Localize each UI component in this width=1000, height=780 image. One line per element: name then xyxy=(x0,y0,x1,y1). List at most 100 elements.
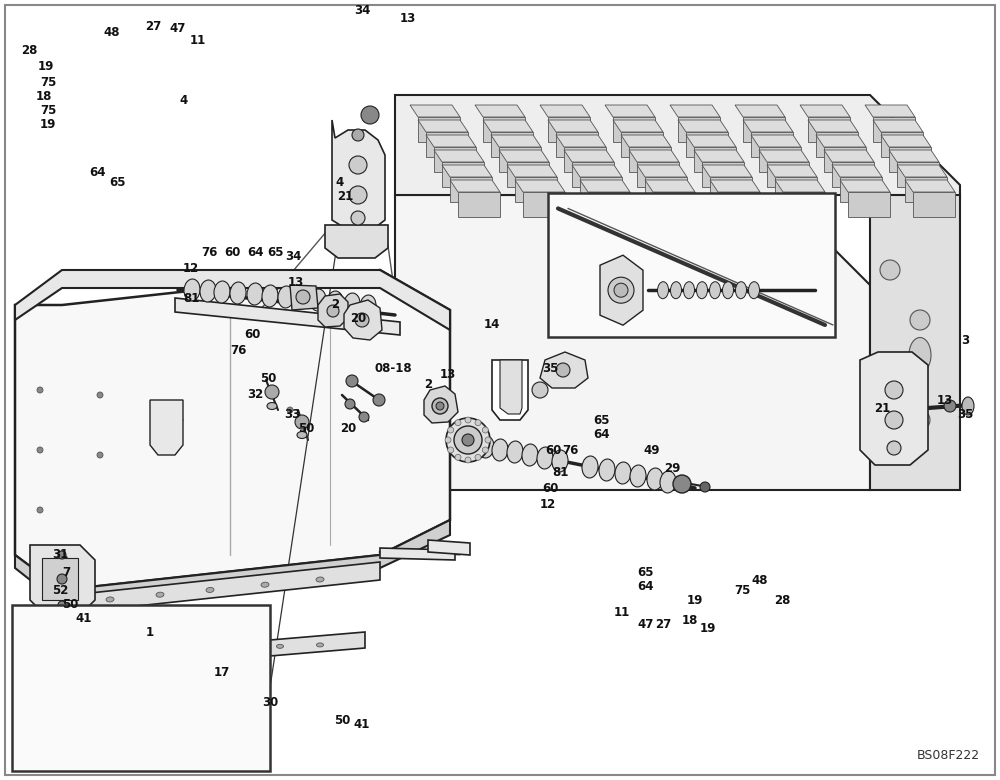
Text: 76: 76 xyxy=(562,444,578,456)
Text: 65: 65 xyxy=(637,566,653,579)
Polygon shape xyxy=(743,120,793,132)
Polygon shape xyxy=(418,117,460,142)
Text: 11: 11 xyxy=(614,605,630,619)
Circle shape xyxy=(355,313,369,327)
Polygon shape xyxy=(475,105,525,117)
Polygon shape xyxy=(499,147,541,172)
Ellipse shape xyxy=(327,291,343,313)
Ellipse shape xyxy=(200,280,216,302)
Text: 4: 4 xyxy=(180,94,188,107)
Text: 41: 41 xyxy=(76,612,92,625)
Polygon shape xyxy=(860,352,928,465)
Circle shape xyxy=(58,551,66,559)
Polygon shape xyxy=(905,180,955,192)
Polygon shape xyxy=(515,180,565,192)
Circle shape xyxy=(373,394,385,406)
Text: 19: 19 xyxy=(38,61,54,73)
Text: 18: 18 xyxy=(36,90,52,104)
Polygon shape xyxy=(395,195,870,490)
Polygon shape xyxy=(670,105,720,117)
Polygon shape xyxy=(600,255,643,325)
Circle shape xyxy=(265,385,279,399)
Text: 60: 60 xyxy=(244,328,260,342)
Circle shape xyxy=(58,601,66,609)
Polygon shape xyxy=(424,386,458,423)
Bar xyxy=(12,604,270,771)
Circle shape xyxy=(885,381,903,399)
Ellipse shape xyxy=(909,338,931,373)
Circle shape xyxy=(97,392,103,398)
Circle shape xyxy=(485,437,491,443)
Polygon shape xyxy=(824,150,874,162)
Ellipse shape xyxy=(207,647,214,651)
Polygon shape xyxy=(889,147,931,172)
Circle shape xyxy=(880,260,900,280)
Polygon shape xyxy=(515,177,557,202)
Polygon shape xyxy=(548,120,598,132)
Circle shape xyxy=(349,186,367,204)
Polygon shape xyxy=(743,117,785,142)
Text: 17: 17 xyxy=(214,665,230,679)
Text: BS08F222: BS08F222 xyxy=(917,749,980,762)
Text: 21: 21 xyxy=(337,190,353,203)
Ellipse shape xyxy=(582,456,598,478)
Polygon shape xyxy=(442,162,484,187)
Circle shape xyxy=(482,447,488,453)
Polygon shape xyxy=(629,147,671,172)
Ellipse shape xyxy=(657,282,669,299)
Polygon shape xyxy=(483,117,525,142)
Ellipse shape xyxy=(683,282,695,299)
Polygon shape xyxy=(889,150,939,162)
Polygon shape xyxy=(881,135,931,147)
Ellipse shape xyxy=(316,643,324,647)
Text: 60: 60 xyxy=(224,246,240,258)
Text: 28: 28 xyxy=(21,44,37,56)
Ellipse shape xyxy=(464,433,480,455)
Polygon shape xyxy=(15,270,450,590)
Polygon shape xyxy=(613,117,655,142)
Polygon shape xyxy=(645,177,687,202)
Circle shape xyxy=(448,447,454,453)
Polygon shape xyxy=(873,120,923,132)
Text: 20: 20 xyxy=(340,421,356,434)
Ellipse shape xyxy=(492,439,508,461)
Text: 47: 47 xyxy=(170,22,186,34)
Ellipse shape xyxy=(615,462,631,484)
Polygon shape xyxy=(442,165,492,177)
Text: 31: 31 xyxy=(52,548,68,562)
Polygon shape xyxy=(426,135,476,147)
Ellipse shape xyxy=(184,279,200,301)
Ellipse shape xyxy=(156,592,164,597)
Polygon shape xyxy=(325,225,388,258)
Circle shape xyxy=(37,447,43,453)
Text: 21: 21 xyxy=(874,402,890,414)
Polygon shape xyxy=(637,162,679,187)
Text: 12: 12 xyxy=(540,498,556,512)
Polygon shape xyxy=(556,132,598,157)
Text: 41: 41 xyxy=(354,718,370,732)
Text: 47: 47 xyxy=(638,619,654,632)
Polygon shape xyxy=(332,120,385,230)
Polygon shape xyxy=(759,150,809,162)
Text: 75: 75 xyxy=(40,104,56,116)
Text: 08-18: 08-18 xyxy=(374,361,412,374)
Circle shape xyxy=(880,360,900,380)
Polygon shape xyxy=(564,150,614,162)
Polygon shape xyxy=(572,162,614,187)
Polygon shape xyxy=(816,132,858,157)
Circle shape xyxy=(455,420,461,426)
Polygon shape xyxy=(735,105,785,117)
Text: 27: 27 xyxy=(145,20,161,33)
Polygon shape xyxy=(507,165,557,177)
Polygon shape xyxy=(694,150,744,162)
Text: 48: 48 xyxy=(104,26,120,38)
Ellipse shape xyxy=(647,468,663,490)
Polygon shape xyxy=(572,165,622,177)
Ellipse shape xyxy=(709,282,721,299)
Polygon shape xyxy=(759,147,801,172)
Circle shape xyxy=(475,454,481,460)
Text: 50: 50 xyxy=(62,598,78,612)
Polygon shape xyxy=(30,545,95,615)
Circle shape xyxy=(57,574,67,584)
Circle shape xyxy=(445,437,451,443)
